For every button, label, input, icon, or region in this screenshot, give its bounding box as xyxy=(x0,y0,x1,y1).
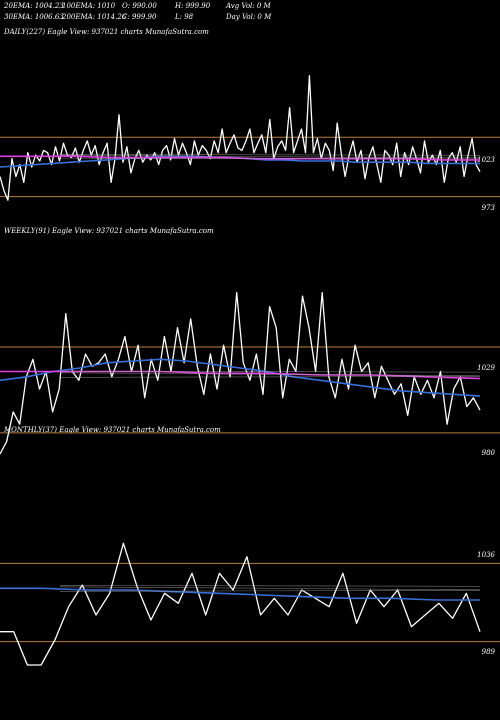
panel-0-ma-bundle-0 xyxy=(59,154,481,159)
header-ema20: 20EMA: 1004.23 xyxy=(4,2,64,10)
panel-1-series-ema_fast xyxy=(0,358,481,397)
panel-1-series-ema_slow xyxy=(0,370,481,380)
header-avgvol: Avg Vol: 0 M xyxy=(226,2,271,10)
header-dayvol: Day Vol: 0 M xyxy=(226,13,272,21)
panel-2-series-ema_fast xyxy=(0,587,480,601)
panel-1-ma-bundle-1 xyxy=(59,370,481,373)
header-low: L: 98 xyxy=(175,13,194,21)
daily-panel-title: DAILY(227) Eagle View: 937021 charts Mun… xyxy=(4,28,209,36)
panel-1-series-price xyxy=(0,291,481,455)
header-open: O: 990.00 xyxy=(122,2,157,10)
header-high: H: 999.90 xyxy=(175,2,211,10)
weekly-panel-title: WEEKLY(91) Eagle View: 937021 charts Mun… xyxy=(4,227,214,235)
panel-1-ma-bundle-2 xyxy=(59,376,481,378)
header-ema100: 100EMA: 1010 xyxy=(62,2,116,10)
panel-2-series-price xyxy=(0,542,481,666)
panel-1-ma-bundle-0 xyxy=(59,372,481,377)
daily-ytick-high: 1023 xyxy=(477,156,495,164)
header-ema200: 200EMA: 1014.26 xyxy=(62,13,127,21)
weekly-ytick-low: 980 xyxy=(481,449,495,457)
monthly-panel-title: MONTHLY(37) Eagle View: 937021 charts Mu… xyxy=(4,426,221,434)
panel-2-ma-bundle-0 xyxy=(59,586,481,591)
panel-0-ma-bundle-2 xyxy=(59,157,481,160)
panel-0-ma-bundle-1 xyxy=(59,154,481,156)
header-ema30: 30EMA: 1006.63 xyxy=(4,13,64,21)
monthly-ytick-low: 989 xyxy=(481,648,495,656)
panel-0-series-ema_slow xyxy=(0,155,480,161)
panel-2-ma-bundle-2 xyxy=(59,590,481,592)
monthly-ytick-high: 1036 xyxy=(477,551,495,559)
weekly-ytick-high: 1029 xyxy=(477,364,495,372)
panel-0-series-price xyxy=(0,74,481,201)
daily-ytick-low: 973 xyxy=(481,204,495,212)
header-close: C: 999.90 xyxy=(122,13,157,21)
panel-2-ma-bundle-1 xyxy=(59,585,481,587)
